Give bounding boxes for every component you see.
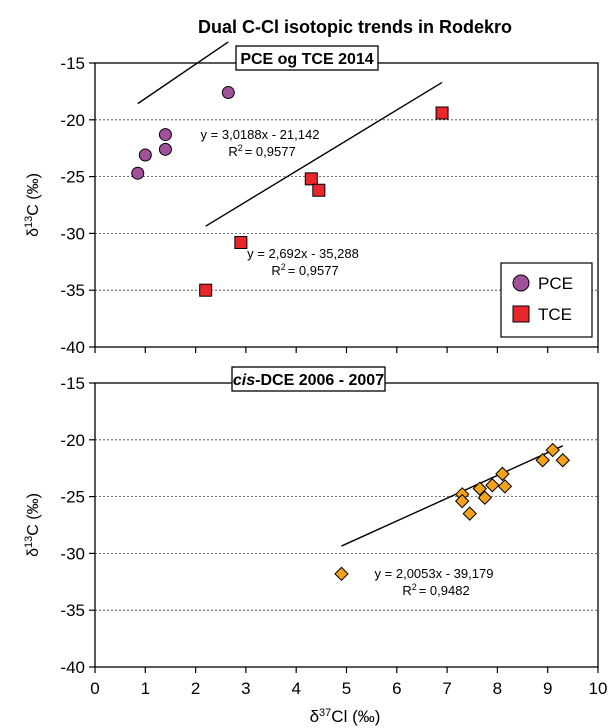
panel-title-box — [231, 366, 386, 392]
x-tick-label: 6 — [392, 679, 401, 698]
data-point-tce — [435, 106, 449, 120]
y-axis-label-main: δ — [25, 548, 42, 557]
data-point-cis-dce — [472, 481, 488, 496]
y-tick-label: -15 — [60, 374, 85, 393]
data-point-cis-dce — [535, 453, 550, 468]
r2-sup: 2 — [281, 262, 286, 272]
y-axis-label-sup: 13 — [23, 216, 35, 228]
plot-frame — [94, 382, 599, 668]
y-axis-label: δ13C (‰) — [23, 493, 42, 557]
legend-marker-tce — [512, 305, 530, 323]
legend-marker-pce — [512, 274, 530, 292]
x-tick-label: 7 — [442, 679, 451, 698]
y-axis-label-main: δ — [25, 228, 42, 237]
data-point-cis-dce — [462, 506, 477, 521]
y-tick-label: -25 — [60, 168, 85, 187]
trend-r2-cis-dce: R2 = 0,9482 — [402, 582, 469, 598]
legend-box — [500, 262, 593, 338]
data-point-tce — [234, 235, 248, 249]
panel-title: PCE og TCE 2014 — [240, 51, 373, 68]
trend-equation-cis-dce: y = 2,0053x - 39,179 — [375, 566, 494, 581]
r2-value: = 0,9482 — [419, 583, 470, 598]
x-axis-label-main: δ — [310, 707, 319, 726]
panel-bottom: -15 -20 -25 -30 -35 -40 0 1 2 3 4 5 6 7 8 9 10 δ13C (‰) ci… — [23, 366, 608, 698]
trend-r2-pce: R2 = 0,9577 — [228, 143, 295, 159]
r2-sup: 2 — [238, 143, 243, 153]
legend-label-pce: PCE — [538, 274, 573, 293]
r2-label: R — [402, 583, 411, 598]
trend-r2-tce: R2 = 0,9577 — [271, 262, 338, 278]
x-axis-label-rest: Cl (‰) — [331, 707, 380, 726]
y-tick-label: -35 — [60, 281, 85, 300]
data-point-pce — [158, 142, 172, 156]
panel-top: -15 -20 -25 -30 -35 -40 δ13C (‰) PCE og TCE 201… — [23, 41, 599, 357]
y-axis-label-sup: 13 — [23, 536, 35, 548]
y-tick-label: -30 — [60, 224, 85, 243]
data-point-cis-dce — [454, 493, 470, 509]
data-point-pce — [158, 128, 172, 142]
data-point-cis-dce — [545, 442, 560, 458]
data-point-cis-dce — [477, 490, 493, 505]
y-axis-label-rest: C (‰) — [25, 493, 42, 536]
y-axis-label: δ13C (‰) — [23, 173, 42, 237]
r2-sup: 2 — [412, 582, 417, 592]
data-point-cis-dce — [334, 566, 349, 582]
panel-title-italic: cis — [233, 372, 255, 389]
x-tick-label: 3 — [241, 679, 250, 698]
y-tick-label: -40 — [60, 658, 85, 677]
figure-title: Dual C-Cl isotopic trends in Rodekro — [198, 17, 512, 37]
x-tick-label: 1 — [141, 679, 150, 698]
y-tick-label: -20 — [60, 111, 85, 130]
data-point-tce — [312, 183, 326, 197]
data-point-pce — [131, 166, 145, 180]
x-tick-label: 4 — [291, 679, 300, 698]
data-point-cis-dce — [555, 453, 570, 468]
r2-value: = 0,9577 — [245, 144, 296, 159]
x-tick-label: 8 — [493, 679, 502, 698]
trendline-pce — [137, 41, 229, 105]
x-tick-label: 5 — [342, 679, 351, 698]
trend-equation-pce: y = 3,0188x - 21,142 — [201, 127, 320, 142]
trend-equation-tce: y = 2,692x - 35,288 — [247, 246, 359, 261]
y-tick-label: -15 — [60, 54, 85, 73]
trendline-tce — [205, 81, 443, 227]
y-tick-label: -35 — [60, 601, 85, 620]
y-tick-label: -20 — [60, 431, 85, 450]
panel-title-rest: -DCE 2006 - 2007 — [255, 372, 384, 389]
x-tick-label: 2 — [191, 679, 200, 698]
x-tick-label: 10 — [589, 679, 608, 698]
data-point-pce — [221, 86, 235, 100]
y-axis-label-rest: C (‰) — [25, 173, 42, 216]
x-tick-label: 9 — [543, 679, 552, 698]
trendline-cis-dce — [341, 445, 564, 547]
y-tick-label: -25 — [60, 488, 85, 507]
x-tick-label: 0 — [90, 679, 99, 698]
data-point-cis-dce — [497, 479, 513, 494]
y-tick-label: -30 — [60, 544, 85, 563]
legend-label-tce: TCE — [538, 305, 572, 324]
panel-title: cis-DCE 2006 - 2007 — [233, 372, 384, 389]
x-axis-label: δ37Cl (‰) — [310, 707, 381, 726]
r2-label: R — [228, 144, 237, 159]
y-tick-label: -40 — [60, 338, 85, 357]
data-point-cis-dce — [485, 478, 500, 493]
r2-value: = 0,9577 — [288, 263, 339, 278]
panel-title-box — [235, 45, 379, 71]
r2-label: R — [271, 263, 280, 278]
x-axis-label-sup: 37 — [319, 707, 331, 719]
data-point-cis-dce — [495, 466, 510, 482]
data-point-tce — [199, 283, 213, 297]
data-point-tce — [304, 172, 318, 186]
data-point-pce — [138, 148, 152, 162]
